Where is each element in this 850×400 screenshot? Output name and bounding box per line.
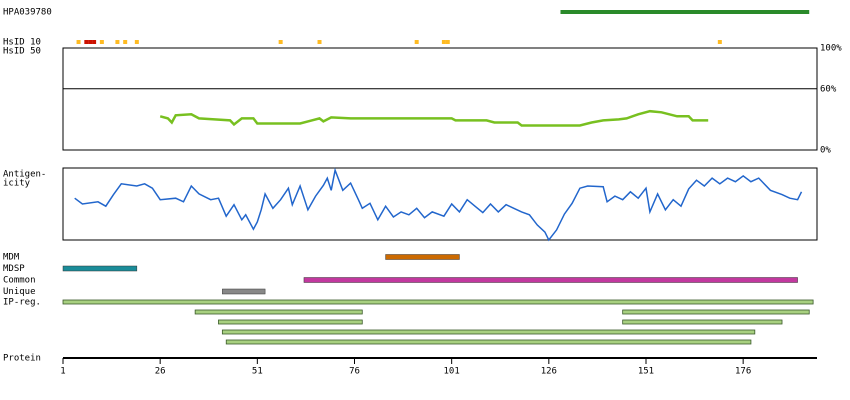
hsid10-hit	[99, 40, 104, 44]
x-tick-label: 26	[155, 367, 166, 377]
feature-label: Common	[3, 276, 36, 286]
y-tick-label: 0%	[820, 146, 831, 156]
antigen-name: HPA039780	[3, 8, 52, 18]
hsid10-hit	[84, 40, 89, 44]
y-tick-label: 60%	[820, 84, 837, 94]
ip-reg-bar	[194, 309, 363, 315]
hsid10-hit	[717, 40, 722, 44]
feature-label: MDM	[3, 253, 20, 263]
hsid50-label: HsID 50	[3, 47, 41, 57]
ip-reg-bar	[225, 339, 752, 345]
hsid10-hit	[134, 40, 139, 44]
hsid10-hit	[414, 40, 419, 44]
ip-reg-bar	[62, 299, 814, 305]
hsid10-hit	[115, 40, 120, 44]
x-tick-label: 101	[444, 367, 460, 377]
ip-reg-bar	[622, 319, 783, 325]
antigenicity-line	[74, 167, 803, 242]
antigenicity-label: icity	[3, 179, 31, 189]
ip-reg-label: IP-reg.	[3, 298, 41, 308]
hsid10-hit	[441, 40, 446, 44]
hsid10-hit	[92, 40, 97, 44]
hsid10-hit	[123, 40, 128, 44]
hsid10-hit	[317, 40, 322, 44]
antigenicity-label: Antigen-	[3, 170, 46, 180]
feature-label: Unique	[3, 287, 36, 297]
hsid10-hit	[445, 40, 450, 44]
feature-bar	[222, 288, 266, 295]
ip-reg-bar	[218, 319, 363, 325]
axis-label: Protein	[3, 354, 41, 364]
x-tick-label: 1	[60, 367, 65, 377]
x-tick-label: 51	[252, 367, 263, 377]
identity-line	[159, 109, 709, 127]
feature-bar	[385, 254, 460, 260]
antigenicity-frame	[62, 167, 818, 241]
hsid10-hit	[278, 40, 283, 44]
hsid10-hit	[88, 40, 93, 44]
x-tick-label: 76	[349, 367, 360, 377]
hsid10-label: HsID 10	[3, 38, 41, 48]
x-tick-label: 176	[735, 367, 751, 377]
y-tick-label: 100%	[820, 44, 842, 54]
x-tick-label: 151	[638, 367, 654, 377]
feature-bar	[303, 277, 798, 283]
x-tick-label: 126	[541, 367, 557, 377]
ip-reg-bar	[622, 309, 810, 315]
feature-label: MDSP	[3, 264, 25, 274]
antigen-bar	[560, 10, 810, 14]
ip-reg-bar	[221, 329, 756, 335]
identity-frame	[62, 47, 818, 151]
hsid10-hit	[76, 40, 81, 44]
feature-bar	[62, 265, 138, 272]
